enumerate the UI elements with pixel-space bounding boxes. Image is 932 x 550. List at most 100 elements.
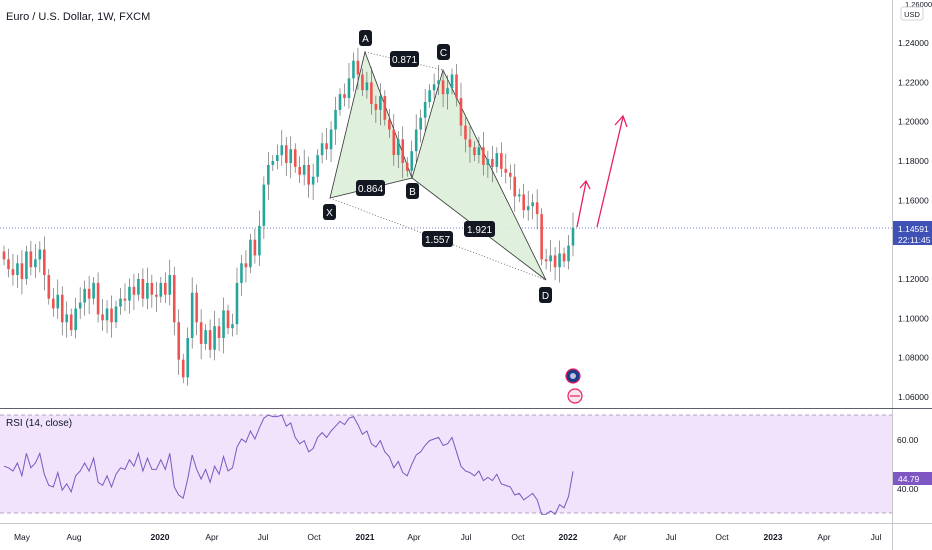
ratio-ac-text: 0.871	[392, 55, 417, 66]
projection-arrow-2[interactable]	[596, 114, 628, 228]
ac-dotted-line	[364, 51, 444, 71]
price-axis-ticks[interactable]: 1.240001.220001.200001.180001.160001.140…	[898, 38, 929, 402]
point-label-x-text: X	[326, 208, 333, 219]
candle-down	[199, 322, 203, 344]
candle-down	[253, 239, 257, 256]
candle-up	[114, 306, 118, 323]
projection-arrow-1[interactable]	[576, 179, 591, 228]
point-label-c-text: C	[440, 48, 447, 59]
candle-down	[504, 168, 508, 173]
rsi-tick-40: 40.00	[897, 484, 919, 494]
candle-up	[567, 245, 570, 262]
candle-down	[208, 330, 212, 350]
candle-up	[83, 288, 86, 303]
candle-up	[65, 314, 69, 323]
time-axis-label: May	[14, 532, 31, 542]
candle-up	[275, 155, 279, 161]
economic-event-icon[interactable]	[567, 388, 583, 404]
candle-up	[204, 330, 207, 344]
candle-up	[119, 298, 122, 307]
candle-up	[495, 153, 499, 167]
time-axis-label: 2023	[764, 532, 783, 542]
candle-down	[562, 253, 566, 262]
candle-down	[155, 294, 158, 297]
price-unit-badge[interactable]: USD	[900, 6, 924, 21]
candle-up	[34, 259, 37, 268]
time-axis-label: Oct	[715, 532, 729, 542]
candle-down	[217, 326, 221, 338]
candle-down	[374, 103, 378, 110]
candle-up	[446, 88, 449, 95]
candle-up	[558, 253, 561, 268]
candle-up	[428, 90, 431, 102]
candle-down	[69, 314, 73, 331]
price-tick-label: 1.12000	[898, 274, 929, 284]
candle-up	[517, 194, 521, 197]
time-axis-label: 2021	[356, 532, 375, 542]
candle-up	[329, 129, 333, 150]
time-axis-label: Jul	[871, 532, 882, 542]
candle-up	[549, 255, 552, 262]
time-axis[interactable]: May Aug 2020 Apr Jul Oct 2021 Apr Jul Oct 2022 Apr J…	[14, 532, 882, 542]
price-tick-label: 1.24000	[898, 38, 929, 48]
candle-down	[110, 308, 113, 323]
candle-up	[486, 159, 490, 165]
point-label-x: X	[323, 204, 336, 220]
candle-down	[123, 298, 127, 301]
candle-up	[302, 164, 306, 175]
candle-down	[307, 164, 310, 185]
rsi-value-tag: 44.79	[893, 472, 932, 485]
candle-down	[7, 259, 10, 270]
earnings-event-icon[interactable]	[565, 368, 581, 384]
candle-down	[43, 249, 46, 276]
candle-down	[508, 172, 512, 177]
price-tick-label: 1.10000	[898, 313, 929, 323]
candle-down	[392, 129, 396, 156]
candle-down	[455, 74, 458, 99]
candle-up	[213, 326, 216, 350]
candle-up	[168, 275, 172, 295]
candle-down	[441, 80, 445, 95]
candle-up	[437, 80, 440, 85]
rsi-line	[3, 414, 574, 515]
countdown-text: 22:11:45	[898, 235, 931, 245]
candle-down	[195, 292, 198, 323]
ratio-bd-text: 1.921	[467, 225, 492, 236]
candle-down	[11, 269, 15, 276]
candle-up	[16, 263, 19, 276]
price-tick-label: 1.06000	[898, 392, 929, 402]
chart-title: Euro / U.S. Dollar, 1W, FXCM	[6, 11, 151, 23]
candle-up	[137, 279, 140, 295]
candle-up	[571, 227, 575, 246]
price-tick-label: 1.08000	[898, 353, 929, 363]
candle-down	[87, 288, 91, 299]
pattern-triangle-xab	[329, 50, 413, 199]
time-axis-label: 2020	[151, 532, 170, 542]
ratio-xd-text: 1.557	[425, 235, 450, 246]
candle-down	[29, 251, 33, 268]
rsi-band	[0, 415, 892, 513]
candle-down	[522, 194, 526, 211]
candle-up	[280, 145, 284, 156]
candle-up	[128, 286, 131, 301]
candle-down	[401, 139, 405, 163]
candle-down	[47, 275, 51, 299]
candle-up	[74, 308, 77, 331]
candle-down	[150, 282, 154, 295]
candle-up	[146, 282, 149, 299]
candle-down	[343, 94, 346, 99]
point-label-c: C	[437, 44, 450, 60]
ratio-label-xd: 1.557	[422, 231, 453, 247]
candle-up	[338, 94, 342, 110]
candle-up	[352, 60, 355, 79]
candle-up	[38, 249, 42, 260]
time-axis-label: Apr	[817, 532, 830, 542]
ratio-xb-text: 0.864	[358, 184, 383, 195]
time-axis-label: Apr	[613, 532, 626, 542]
point-label-a: A	[359, 30, 372, 46]
price-unit-text: USD	[904, 10, 920, 19]
candle-up	[347, 78, 351, 99]
candle-up	[25, 251, 28, 279]
time-axis-label: 2022	[559, 532, 578, 542]
